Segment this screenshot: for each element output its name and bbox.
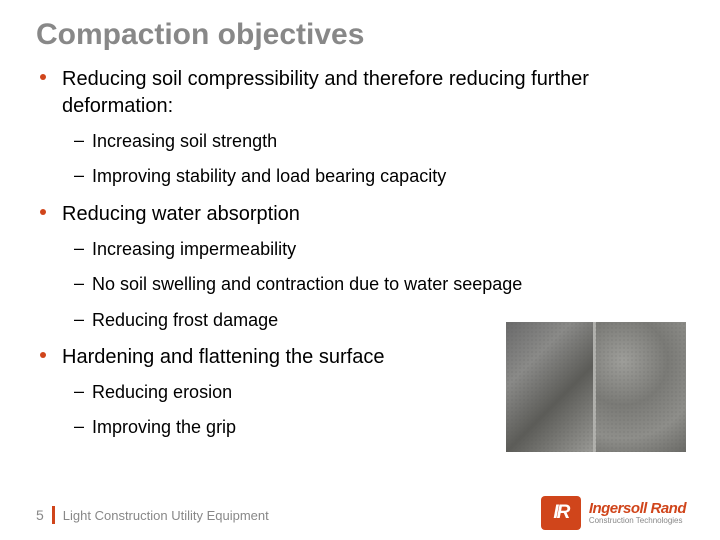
bullet-l2-text: Improving stability and load bearing cap… bbox=[92, 165, 684, 188]
footer: 5 Light Construction Utility Equipment bbox=[36, 506, 269, 524]
dash-icon: – bbox=[74, 416, 84, 437]
bullet-dot-icon bbox=[40, 74, 46, 80]
bullet-l2: –Increasing impermeability bbox=[36, 238, 684, 261]
bullet-l2: –Increasing soil strength bbox=[36, 130, 684, 153]
dash-icon: – bbox=[74, 165, 84, 186]
bullet-l1-text: Reducing soil compressibility and theref… bbox=[62, 66, 684, 120]
logo-text: Ingersoll Rand Construction Technologies bbox=[589, 501, 686, 525]
slide-title: Compaction objectives bbox=[36, 18, 684, 52]
bullet-l2-text: Increasing impermeability bbox=[92, 238, 684, 261]
brand-logo: IR Ingersoll Rand Construction Technolog… bbox=[541, 496, 686, 530]
surface-photo bbox=[506, 322, 686, 452]
logo-mark-text: IR bbox=[553, 502, 568, 524]
footer-divider-icon bbox=[52, 506, 55, 524]
footer-text: Light Construction Utility Equipment bbox=[63, 508, 269, 523]
logo-brand: Ingersoll Rand bbox=[589, 501, 686, 517]
logo-mark-icon: IR bbox=[541, 496, 581, 530]
bullet-l1: Reducing soil compressibility and theref… bbox=[36, 66, 684, 120]
dash-icon: – bbox=[74, 381, 84, 402]
bullet-l1-text: Reducing water absorption bbox=[62, 201, 684, 228]
bullet-dot-icon bbox=[40, 352, 46, 358]
page-number: 5 bbox=[36, 507, 44, 523]
bullet-dot-icon bbox=[40, 209, 46, 215]
slide: Compaction objectives Reducing soil comp… bbox=[0, 0, 720, 540]
photo-fine-surface bbox=[596, 322, 686, 452]
dash-icon: – bbox=[74, 273, 84, 294]
bullet-l2: –Improving stability and load bearing ca… bbox=[36, 165, 684, 188]
dash-icon: – bbox=[74, 238, 84, 259]
bullet-l2-text: No soil swelling and contraction due to … bbox=[92, 273, 684, 296]
dash-icon: – bbox=[74, 309, 84, 330]
bullet-l1: Reducing water absorption bbox=[36, 201, 684, 228]
bullet-l2: –No soil swelling and contraction due to… bbox=[36, 273, 684, 296]
dash-icon: – bbox=[74, 130, 84, 151]
logo-tagline: Construction Technologies bbox=[589, 517, 686, 525]
bullet-l2-text: Increasing soil strength bbox=[92, 130, 684, 153]
